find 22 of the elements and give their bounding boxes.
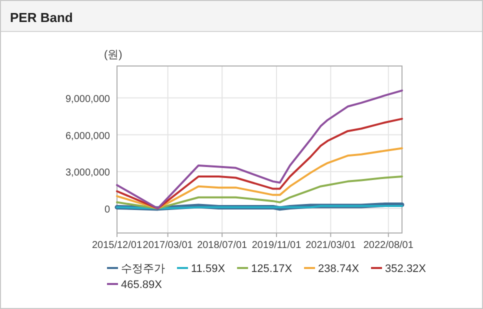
chart-title: PER Band — [10, 10, 73, 25]
line-series — [116, 90, 403, 210]
y-tick-label: 6,000,000 — [66, 130, 110, 142]
y-tick-label: 3,000,000 — [66, 168, 110, 179]
legend-label: 465.89X — [121, 279, 163, 291]
x-tick-label: 2018/07/01 — [197, 240, 248, 251]
legend-label: 238.74X — [318, 263, 360, 275]
legend-label: 352.32X — [385, 263, 427, 275]
x-tick-label: 2022/08/01 — [363, 240, 414, 251]
x-tick-label: 2019/11/01 — [252, 240, 302, 251]
x-tick-label: 2021/03/01 — [306, 240, 356, 251]
y-tick-label: 9,000,000 — [66, 94, 110, 105]
legend-label: 125.17X — [251, 263, 293, 275]
line-series — [116, 118, 403, 210]
line-series — [116, 147, 403, 210]
y-tick-label: 0 — [104, 204, 110, 216]
x-tick-label: 2017/03/01 — [142, 240, 194, 251]
legend-label: 11.59X — [191, 263, 226, 275]
line-series — [116, 176, 403, 210]
legend-label: 수정주가 — [121, 263, 165, 275]
y-axis-title: (원) — [104, 49, 122, 61]
x-tick-label: 2015/12/01 — [92, 240, 142, 251]
